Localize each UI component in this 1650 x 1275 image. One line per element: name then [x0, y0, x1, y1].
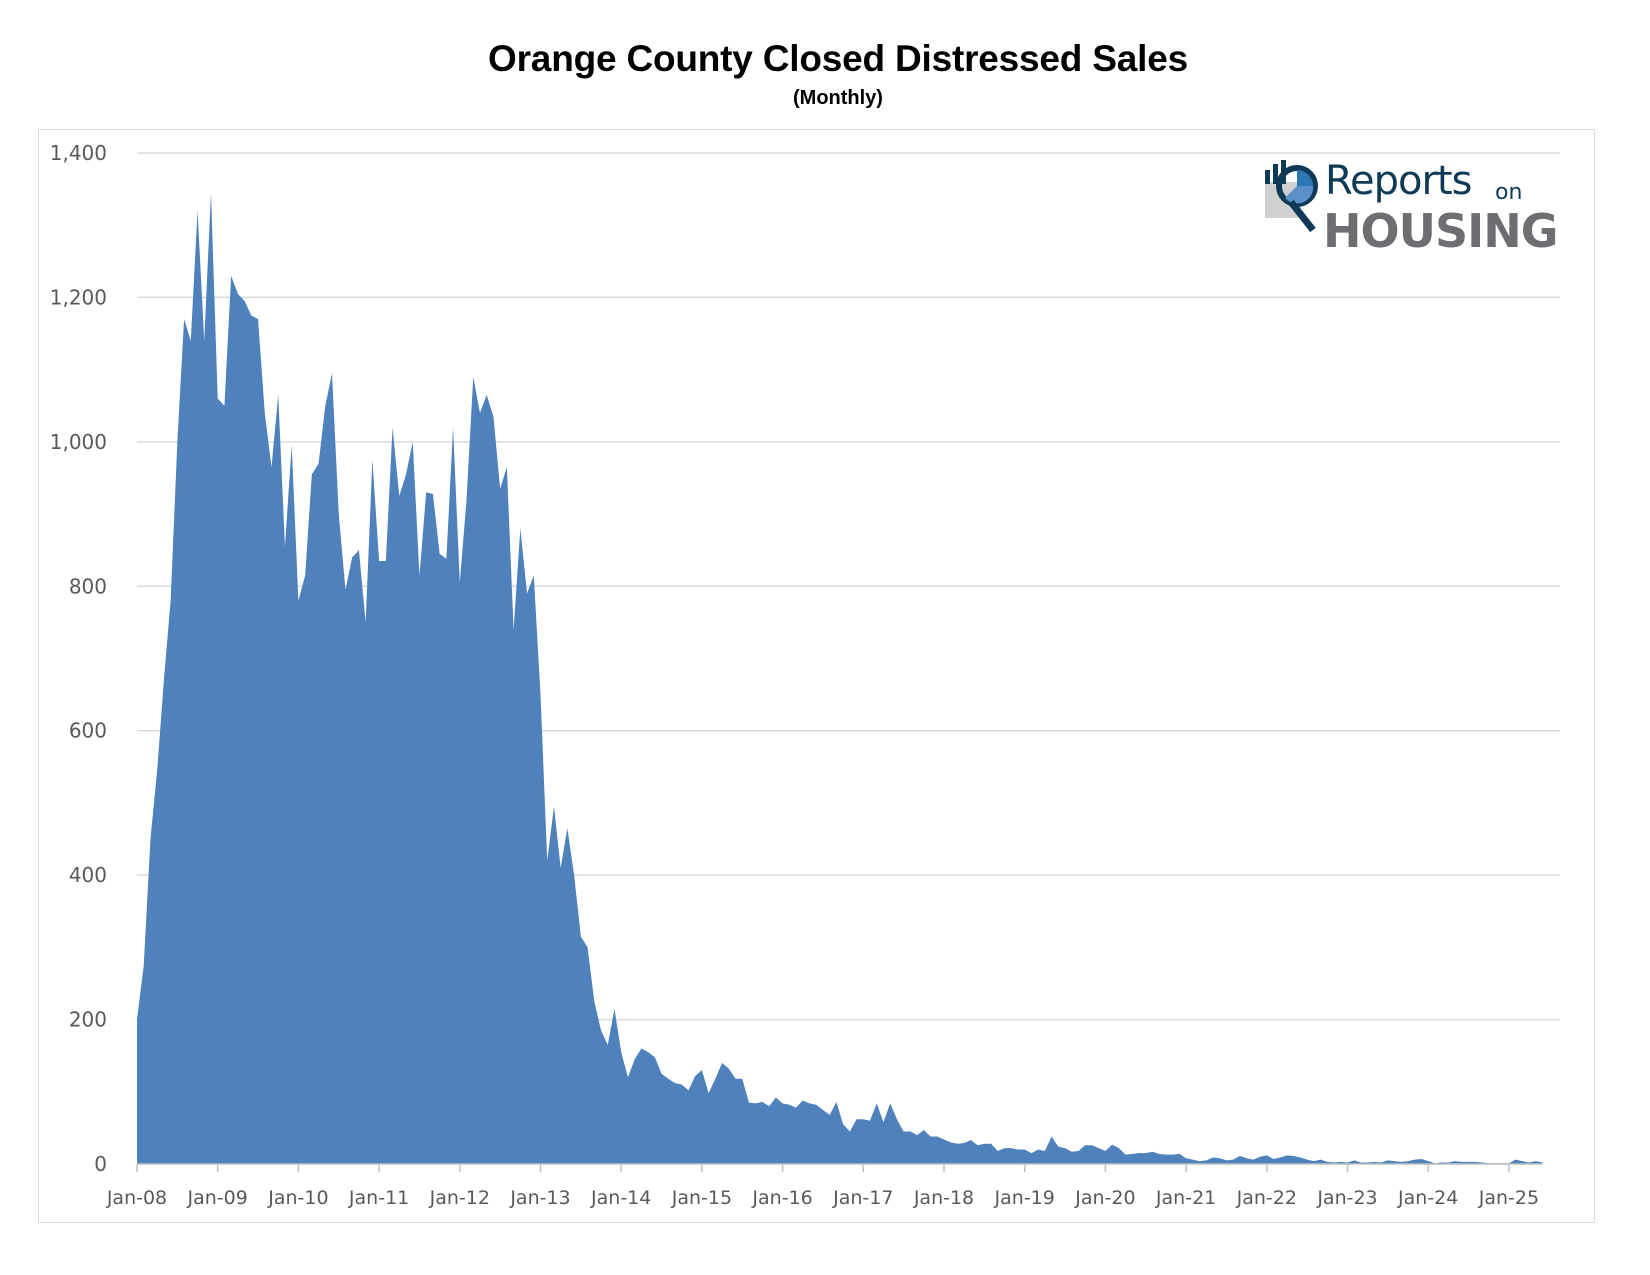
y-axis-labels: 0 200 400 600 800 1,000 1,200 1,400	[50, 141, 107, 1176]
x-tick-label: Jan-16	[751, 1187, 812, 1209]
logo-text-reports: Reports	[1325, 158, 1472, 204]
x-tick-label: Jan-24	[1397, 1187, 1458, 1209]
y-tick-label: 800	[69, 574, 107, 598]
x-tick-label: Jan-12	[429, 1187, 490, 1209]
x-tick-label: Jan-14	[590, 1187, 651, 1209]
y-tick-label: 400	[69, 863, 107, 887]
x-tick-label: Jan-19	[994, 1187, 1055, 1209]
area-series	[137, 192, 1543, 1165]
y-tick-label: 0	[94, 1152, 107, 1176]
x-axis-labels: Jan-08 Jan-09 Jan-10 Jan-11 Jan-12 Jan-13 Jan-…	[106, 1187, 1539, 1209]
logo-magnifier-icon	[1265, 160, 1318, 233]
y-tick-label: 1,000	[50, 430, 107, 454]
x-tick-label: Jan-17	[832, 1187, 893, 1209]
chart-frame	[38, 129, 1595, 1223]
x-tick-label: Jan-23	[1316, 1187, 1377, 1209]
x-tick-label: Jan-10	[267, 1187, 328, 1209]
logo-text-housing: HOUSING	[1323, 204, 1558, 258]
x-tick-label: Jan-20	[1074, 1187, 1135, 1209]
x-tick-label: Jan-15	[671, 1187, 732, 1209]
x-tick-label: Jan-18	[913, 1187, 974, 1209]
area-fill	[137, 192, 1543, 1165]
y-tick-label: 1,400	[50, 141, 107, 165]
x-tick-label: Jan-09	[187, 1187, 248, 1209]
y-tick-label: 600	[69, 719, 107, 743]
chart-title: Orange County Closed Distressed Sales	[488, 38, 1188, 79]
logo-text-on: on	[1495, 180, 1523, 205]
x-tick-label: Jan-22	[1236, 1187, 1297, 1209]
y-tick-label: 1,200	[50, 285, 107, 309]
x-axis	[136, 1163, 1543, 1172]
x-tick-label: Jan-11	[348, 1187, 409, 1209]
x-tick-label: Jan-13	[509, 1187, 570, 1209]
chart-subtitle: (Monthly)	[793, 87, 883, 109]
x-tick-label: Jan-08	[106, 1187, 167, 1209]
x-tick-label: Jan-21	[1155, 1187, 1216, 1209]
y-tick-label: 200	[69, 1008, 107, 1032]
x-tick-label: Jan-25	[1478, 1187, 1539, 1209]
reports-on-housing-logo: Reports on HOUSING	[1265, 158, 1565, 260]
